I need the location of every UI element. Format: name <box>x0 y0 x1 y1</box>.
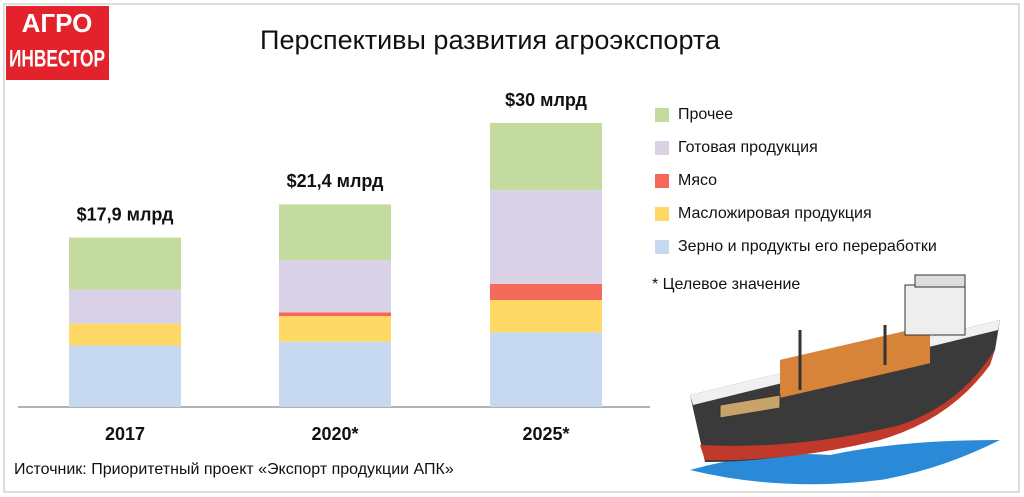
legend-swatch <box>655 207 669 221</box>
legend-swatch <box>655 240 669 254</box>
x-tick-label: 2020* <box>311 424 358 444</box>
bar-segment <box>279 316 391 342</box>
logo-text: АГРО <box>22 8 93 38</box>
source: Источник: Приоритетный проект «Экспорт п… <box>14 461 454 478</box>
total-label: $21,4 млрд <box>287 171 384 191</box>
bar-segment <box>490 332 602 407</box>
legend-swatch <box>655 174 669 188</box>
legend-label: Зерно и продукты его переработки <box>678 238 937 255</box>
bar-segment <box>279 312 391 317</box>
legend-label: Мясо <box>678 172 717 189</box>
x-tick-label: 2017 <box>105 424 145 444</box>
legend-label: Масложировая продукция <box>678 205 872 222</box>
total-label: $30 млрд <box>505 90 587 110</box>
ship-illustration <box>690 274 1000 485</box>
bar-segment <box>279 260 391 313</box>
chart-title: Перспективы развития агроэкспорта <box>260 25 721 55</box>
bar-segment <box>279 204 391 261</box>
bar-segment <box>279 341 391 407</box>
logo-box <box>6 6 109 80</box>
bar-segment <box>69 345 181 407</box>
bar-segment <box>490 190 602 284</box>
bar-segment <box>490 300 602 333</box>
bar-segment <box>490 123 602 191</box>
bar-segment <box>69 323 181 346</box>
legend-swatch <box>655 108 669 122</box>
legend-swatch <box>655 141 669 155</box>
legend-label: Готовая продукция <box>678 139 818 156</box>
bar-segment <box>69 289 181 324</box>
bar-segment <box>490 283 602 301</box>
logo-text: ИНВЕСТОР <box>9 45 105 72</box>
note: * Целевое значение <box>652 276 800 293</box>
bar-segment <box>69 237 181 290</box>
total-label: $17,9 млрд <box>77 204 174 224</box>
x-tick-label: 2025* <box>522 424 569 444</box>
legend-label: Прочее <box>678 106 733 123</box>
